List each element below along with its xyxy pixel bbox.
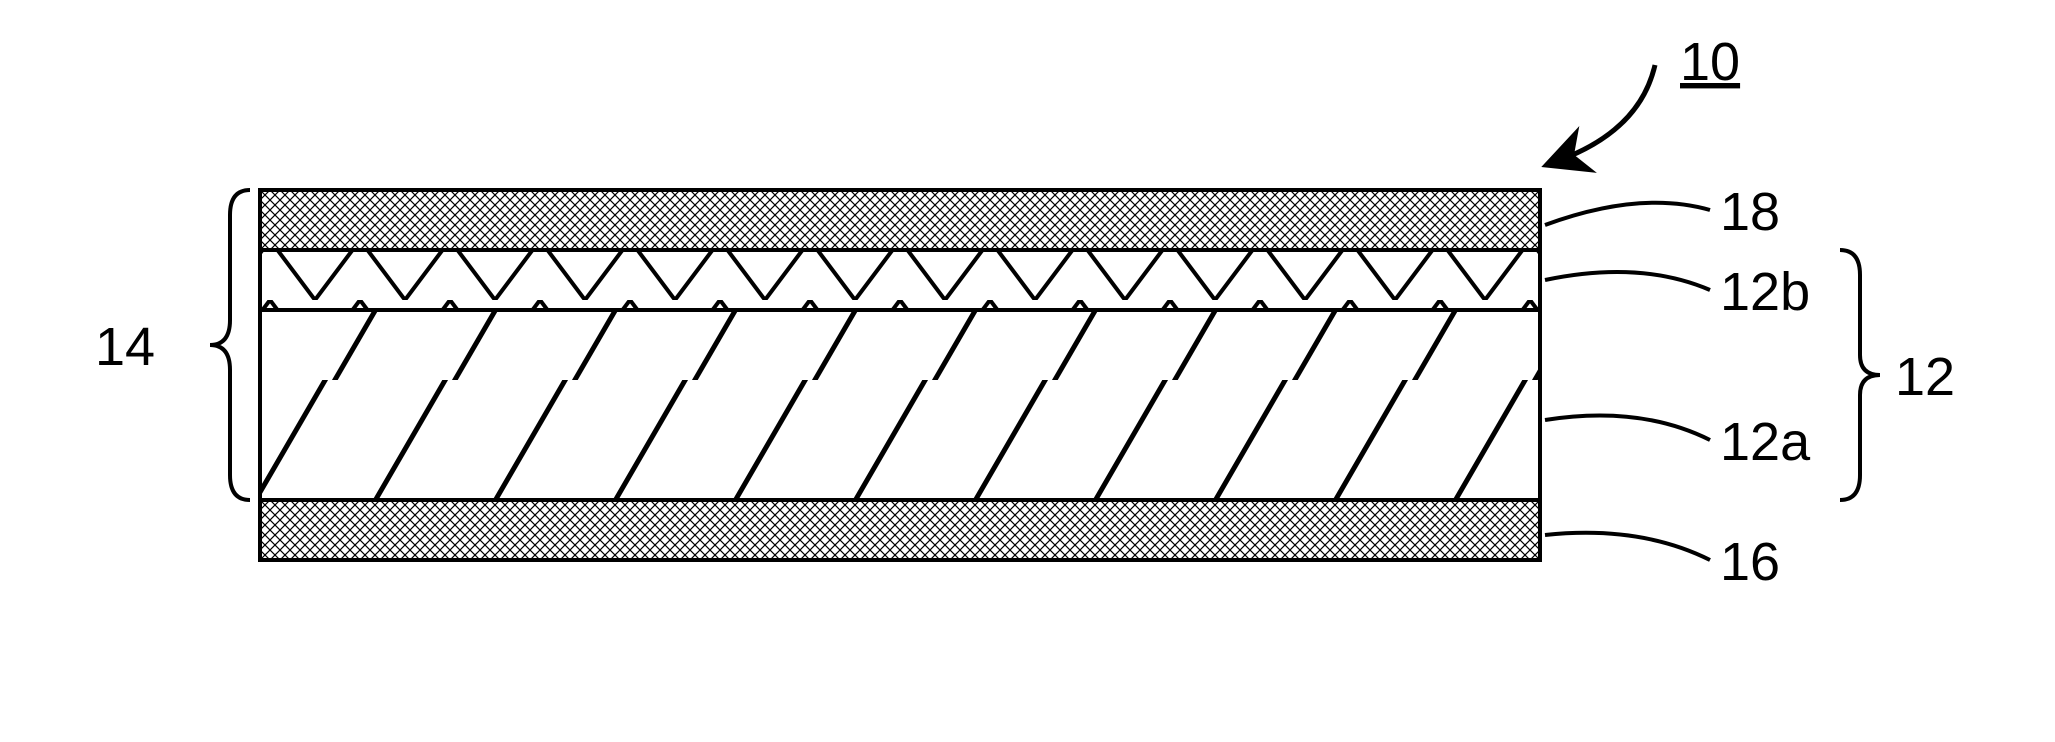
label-12b: 12b	[1720, 262, 1810, 322]
layer-12b	[260, 250, 1540, 310]
leader-12b	[1545, 272, 1710, 290]
pointer-arrow-10	[1560, 65, 1655, 160]
label-10: 10	[1680, 32, 1740, 92]
label-16: 16	[1720, 532, 1780, 592]
leader-18	[1545, 203, 1710, 225]
cross-section-diagram: 10 18 12b 12a 16 12 14	[0, 0, 2055, 742]
layer-12a	[260, 310, 1540, 500]
label-14: 14	[95, 317, 155, 377]
label-12: 12	[1895, 347, 1955, 407]
label-18: 18	[1720, 182, 1780, 242]
leader-12a	[1545, 416, 1710, 441]
layer-stack	[260, 190, 1540, 560]
bracket-12	[1840, 250, 1880, 500]
label-12a: 12a	[1720, 412, 1811, 472]
leader-16	[1545, 533, 1710, 560]
layer-18	[260, 190, 1540, 250]
layer-16	[260, 500, 1540, 560]
bracket-14	[210, 190, 250, 500]
